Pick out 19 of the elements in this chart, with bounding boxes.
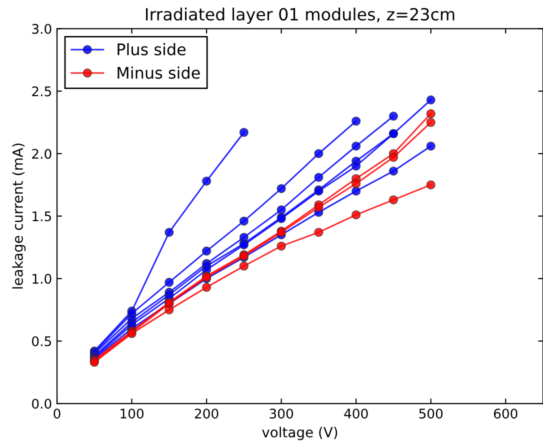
x-tick-label: 300 bbox=[270, 408, 294, 419]
x-tick-label: 100 bbox=[120, 408, 144, 419]
y-tick-label: 1.5 bbox=[32, 211, 51, 222]
y-tick-label: 2.0 bbox=[32, 148, 52, 159]
x-axis-title: voltage (V) bbox=[262, 426, 338, 440]
x-tick-label: 200 bbox=[194, 408, 218, 419]
y-tick-label: 0.5 bbox=[32, 336, 51, 346]
y-tick-label: 0.0 bbox=[32, 398, 52, 409]
x-tick-label: 600 bbox=[494, 408, 518, 419]
x-tick-label: 400 bbox=[344, 408, 368, 419]
y-tick-label: 3.0 bbox=[32, 24, 52, 34]
x-tick-label: 0 bbox=[54, 408, 60, 419]
y-tick-label: 2.5 bbox=[32, 86, 51, 96]
y-tick-label: 1.0 bbox=[32, 274, 52, 284]
legend-label: Plus side bbox=[118, 43, 186, 56]
chart-title: Irradiated layer 01 modules, z=23cm bbox=[146, 8, 454, 24]
y-axis-title: leakage current (mA) bbox=[12, 144, 26, 288]
legend-label: Minus side bbox=[118, 66, 200, 79]
x-tick-label: 500 bbox=[419, 408, 443, 419]
